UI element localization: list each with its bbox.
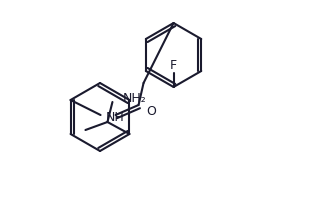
Text: NH₂: NH₂ [122,92,146,105]
Text: F: F [170,59,177,72]
Text: O: O [147,105,156,118]
Text: NH: NH [106,111,124,124]
